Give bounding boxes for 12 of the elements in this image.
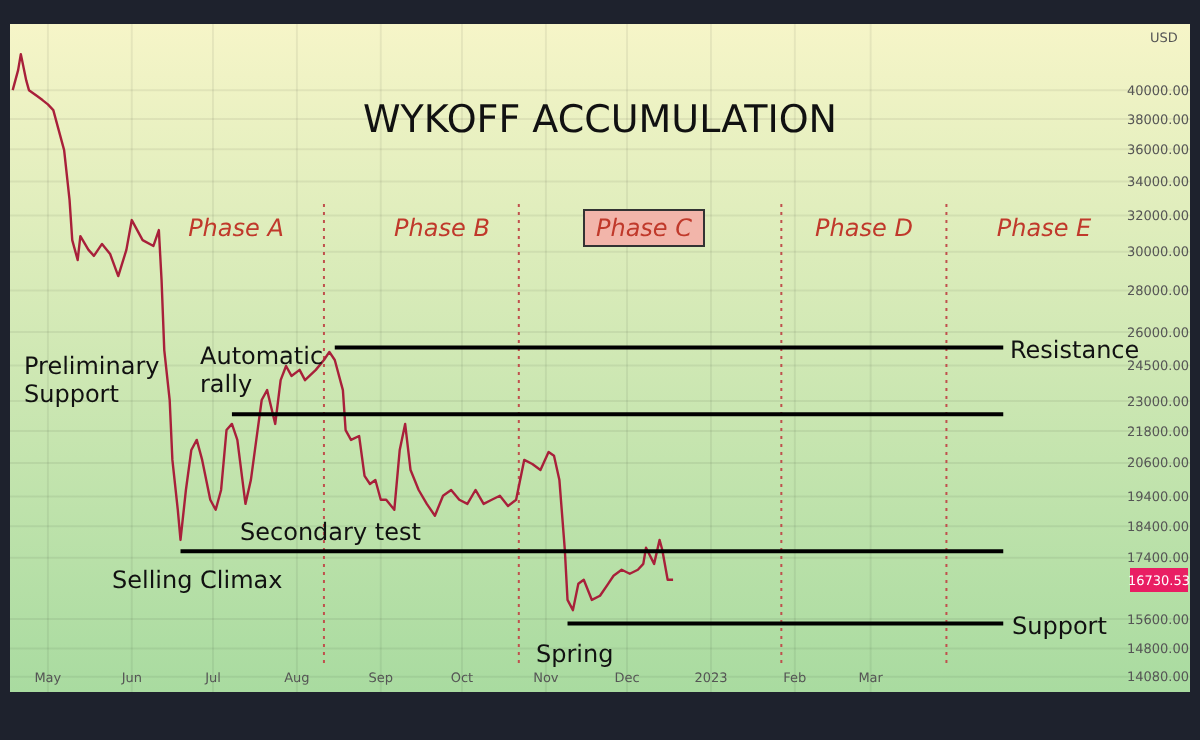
annotation: Phase A	[188, 214, 284, 242]
annotation: Spring	[536, 640, 614, 668]
annotation: Phase B	[394, 214, 490, 242]
annotation: Phase D	[815, 214, 913, 242]
text: WYKOFF ACCUMULATION	[363, 98, 837, 142]
annotation: Phase E	[996, 214, 1093, 242]
annotation: Support	[1012, 612, 1108, 640]
annotation: Automatic rally	[200, 342, 324, 398]
annotation: Selling Climax	[112, 566, 283, 594]
annotation: Preliminary Support	[24, 352, 160, 408]
annotation: Secondary test	[240, 518, 422, 546]
annotation: Phase C	[595, 214, 694, 242]
